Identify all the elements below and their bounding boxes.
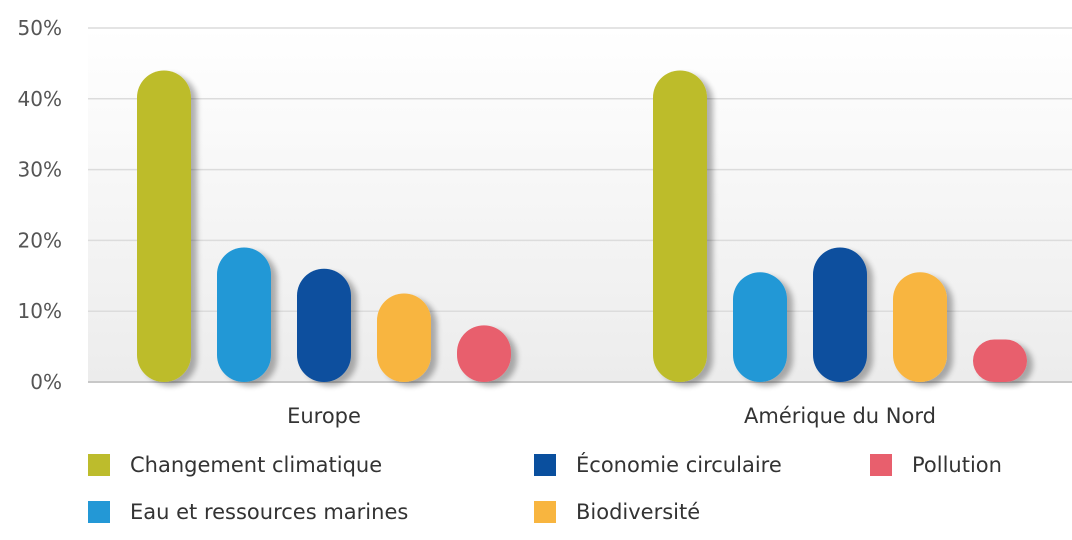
y-tick-label: 0% — [30, 370, 62, 394]
legend-label: Pollution — [912, 453, 1002, 477]
bar — [813, 247, 867, 382]
bar — [893, 272, 947, 382]
bar — [137, 70, 191, 382]
legend-item: Eau et ressources marines — [88, 497, 408, 527]
legend-swatch — [88, 454, 110, 476]
bar — [653, 70, 707, 382]
x-axis-categories: Europe Amérique du Nord — [287, 404, 936, 428]
y-tick-label: 50% — [18, 16, 62, 40]
bar — [217, 247, 271, 382]
x-category-label: Europe — [287, 404, 361, 428]
y-axis-ticks: 0% 10% 20% 30% 40% 50% — [18, 16, 62, 394]
bar — [973, 340, 1027, 382]
x-category-label: Amérique du Nord — [744, 404, 936, 428]
legend-swatch — [88, 501, 110, 523]
legend-swatch — [534, 501, 556, 523]
bar — [297, 269, 351, 382]
y-tick-label: 10% — [18, 299, 62, 323]
y-tick-label: 20% — [18, 228, 62, 252]
bar — [377, 294, 431, 383]
legend-swatch — [870, 454, 892, 476]
legend-label: Économie circulaire — [576, 453, 782, 477]
legend-item: Biodiversité — [534, 497, 700, 527]
legend-label: Eau et ressources marines — [130, 500, 408, 524]
bar — [457, 325, 511, 382]
legend-swatch — [534, 454, 556, 476]
y-tick-label: 30% — [18, 158, 62, 182]
legend-label: Changement climatique — [130, 453, 382, 477]
legend-item: Pollution — [870, 450, 1002, 480]
legend-label: Biodiversité — [576, 500, 700, 524]
legend-item: Économie circulaire — [534, 450, 782, 480]
y-tick-label: 40% — [18, 87, 62, 111]
legend-item: Changement climatique — [88, 450, 382, 480]
bar — [733, 272, 787, 382]
